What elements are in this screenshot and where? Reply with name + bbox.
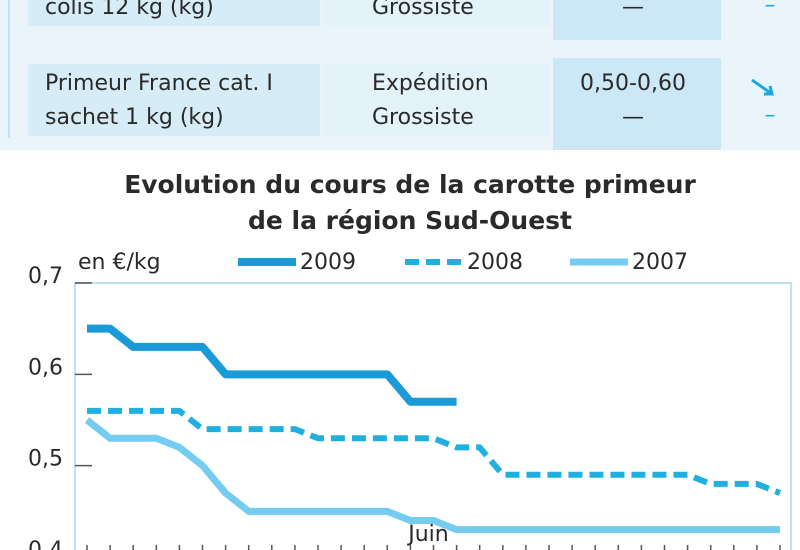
trend: –	[765, 0, 776, 18]
cell	[324, 0, 550, 26]
chart-panel	[8, 158, 800, 550]
chart-title: Evolution du cours de la carotte primeur	[124, 170, 696, 199]
market: Grossiste	[372, 0, 474, 20]
y-tick-label: 0,4	[28, 538, 63, 550]
cell	[553, 58, 721, 150]
table: Primeur France cat. I colis 12 kg (kg) Exp…	[28, 0, 776, 150]
trend-arrow	[751, 78, 774, 96]
legend-label: 2007	[632, 250, 688, 275]
y-tick-label: 0,6	[28, 355, 63, 380]
cell	[324, 64, 550, 136]
y-tick-label: 0,7	[28, 264, 63, 289]
product: Primeur France cat. I	[45, 71, 273, 96]
chart-title: de la région Sud-Ouest	[248, 206, 572, 235]
cell	[553, 0, 721, 40]
price-change: —	[622, 105, 644, 130]
line	[84, 417, 780, 534]
trend: –	[765, 103, 776, 128]
line	[87, 407, 782, 496]
price-change: —	[622, 0, 644, 20]
line	[87, 324, 457, 406]
product: sachet 1 kg (kg)	[45, 105, 224, 130]
market: Grossiste	[372, 105, 474, 130]
price: 0,50-0,60	[580, 71, 686, 96]
market: Expédition	[372, 71, 489, 96]
y-axis-label: en €/kg	[78, 250, 161, 275]
legend-label: 2008	[467, 250, 523, 275]
cell	[28, 64, 320, 136]
product: colis 12 kg (kg)	[45, 0, 214, 20]
cell	[28, 0, 320, 26]
plot-frame	[74, 282, 792, 550]
y-tick-label: 0,5	[28, 447, 63, 472]
legend-label: 2009	[300, 250, 356, 275]
